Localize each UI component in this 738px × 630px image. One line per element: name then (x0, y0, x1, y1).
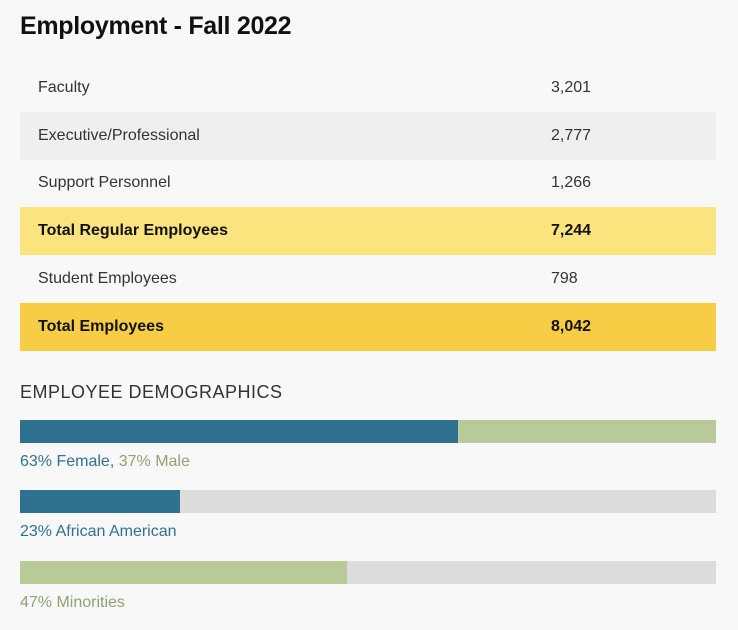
african-american-fill (20, 490, 181, 513)
table-row: Faculty 3,201 (20, 64, 716, 112)
row-value: 2,777 (551, 126, 592, 144)
female-fill (20, 420, 459, 443)
male-label: 37% Male (118, 453, 190, 470)
employment-table: Faculty 3,201 Executive/Professional 2,777… (20, 64, 716, 351)
row-label: Total Regular Employees (38, 222, 228, 240)
minorities-label: 47% Minorities (20, 594, 125, 611)
table-row: Support Personnel 1,266 (20, 160, 716, 208)
page-title: Employment - Fall 2022 (20, 12, 292, 40)
row-label: Executive/Professional (38, 126, 200, 144)
minorities-fill (20, 561, 348, 584)
row-label: Support Personnel (38, 174, 171, 192)
row-value: 1,266 (551, 174, 592, 192)
total-row: Total Employees 8,042 (20, 302, 716, 351)
gender-label: 63% Female, 37% Male (20, 453, 190, 471)
row-label: Faculty (38, 78, 90, 96)
row-value: 3,201 (551, 78, 592, 96)
row-value: 8,042 (551, 317, 592, 335)
label-separator: , (109, 453, 115, 470)
female-label: 63% Female (20, 453, 110, 470)
demographics-heading: EMPLOYEE DEMOGRAPHICS (20, 382, 283, 402)
african-american-bar (20, 490, 716, 513)
row-value: 798 (551, 270, 578, 288)
gender-bar (20, 420, 716, 443)
african-american-label: 23% African American (20, 523, 177, 540)
table-row: Executive/Professional 2,777 (20, 111, 716, 160)
table-row: Student Employees 798 (20, 255, 716, 303)
row-value: 7,244 (551, 222, 592, 240)
row-label: Total Employees (38, 317, 164, 335)
male-fill (458, 420, 716, 443)
total-regular-row: Total Regular Employees 7,244 (20, 207, 716, 256)
minorities-bar (20, 561, 716, 584)
row-label: Student Employees (38, 270, 177, 288)
